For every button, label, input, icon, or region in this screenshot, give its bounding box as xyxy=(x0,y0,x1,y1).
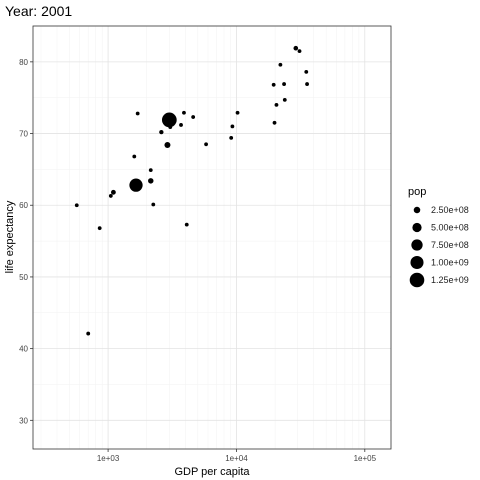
plot-panel xyxy=(33,26,391,449)
legend-key xyxy=(410,255,424,270)
legend-label: 1.00e+09 xyxy=(431,258,469,268)
y-tick-label: 30 xyxy=(19,416,28,425)
data-point xyxy=(304,69,309,74)
grid-lines xyxy=(33,25,391,449)
data-point xyxy=(235,110,240,115)
data-point xyxy=(132,154,137,159)
data-point xyxy=(151,202,156,207)
legend-key xyxy=(413,206,421,214)
data-point xyxy=(230,124,235,129)
data-point xyxy=(278,62,283,67)
x-tick-label: 1e+05 xyxy=(354,454,377,463)
y-tick-label: 80 xyxy=(19,58,28,67)
data-point xyxy=(282,82,286,86)
data-point xyxy=(164,142,171,149)
data-point xyxy=(111,189,116,195)
x-axis-title: GDP per capita xyxy=(174,466,250,478)
data-point xyxy=(179,123,183,127)
y-tick-label: 50 xyxy=(19,273,28,282)
legend-label: 7.50e+08 xyxy=(431,240,469,250)
data-point xyxy=(271,82,276,87)
y-tick-label: 70 xyxy=(19,130,28,139)
data-point xyxy=(204,142,208,147)
data-point xyxy=(305,82,309,86)
data-point xyxy=(272,120,277,125)
data-point xyxy=(161,112,177,128)
data-points xyxy=(74,45,309,336)
data-point xyxy=(86,331,91,336)
data-point xyxy=(108,194,113,198)
data-point xyxy=(129,178,143,192)
data-point xyxy=(74,203,79,208)
data-point xyxy=(168,125,173,129)
y-axis: 30 40 50 60 70 80 xyxy=(19,58,33,425)
x-tick-label: 1e+04 xyxy=(225,454,248,463)
data-point xyxy=(135,111,140,116)
panel-border xyxy=(32,25,392,450)
legend-label: 2.50e+08 xyxy=(431,205,469,215)
data-point xyxy=(184,222,189,227)
data-point xyxy=(97,226,102,231)
legend-title: pop xyxy=(408,186,426,198)
y-axis-title: life expectancy xyxy=(4,200,16,273)
data-point xyxy=(274,102,279,107)
data-point xyxy=(148,178,154,184)
legend-label: 1.25e+09 xyxy=(431,275,469,285)
legend-label: 5.00e+08 xyxy=(431,223,469,233)
chart-title: Year: 2001 xyxy=(5,3,72,19)
data-point xyxy=(297,49,302,53)
y-tick-label: 60 xyxy=(19,201,28,210)
x-tick-label: 1e+03 xyxy=(97,454,120,463)
x-axis: 1e+03 1e+04 1e+05 xyxy=(97,449,377,463)
data-point xyxy=(148,168,153,173)
legend-key xyxy=(409,272,425,288)
data-point xyxy=(282,97,287,102)
data-point xyxy=(229,135,234,140)
data-point xyxy=(159,129,164,135)
legend-key xyxy=(412,222,422,233)
data-point xyxy=(293,45,299,51)
data-point xyxy=(191,115,196,119)
y-tick-label: 40 xyxy=(19,345,28,354)
size-legend: pop 2.50e+08 5.00e+08 7.50e+08 1.00e+09 1.25… xyxy=(408,186,469,288)
legend-key xyxy=(411,239,423,251)
data-point xyxy=(182,110,186,115)
